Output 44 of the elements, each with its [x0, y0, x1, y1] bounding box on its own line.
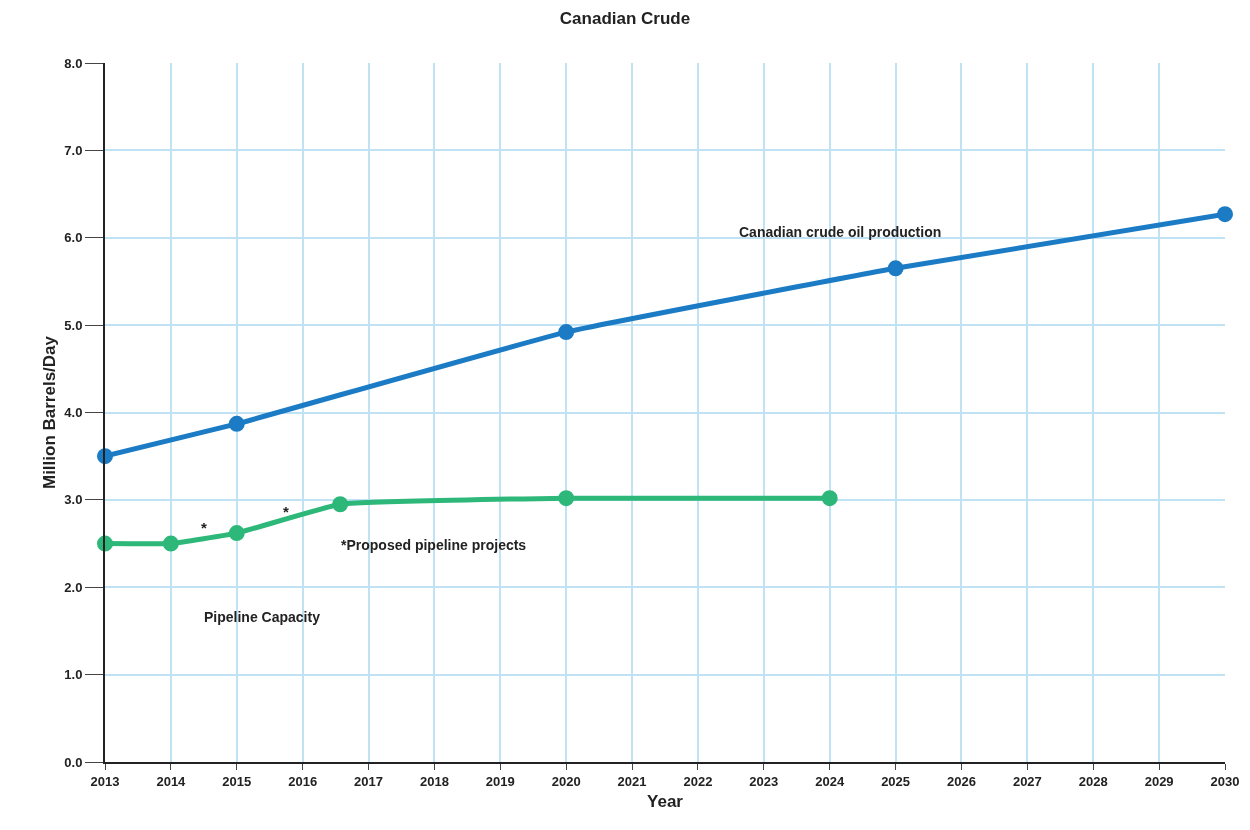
annotation: Canadian crude oil production: [739, 224, 942, 240]
x-tick-label: 2013: [90, 773, 120, 789]
x-tick-label: 2024: [815, 773, 845, 789]
point: [821, 490, 838, 507]
annotation: *: [283, 503, 289, 520]
y-tick-label: 5.0: [64, 317, 83, 333]
point: [887, 260, 904, 277]
y-tick-label: 6.0: [64, 230, 83, 246]
x-tick-label: 2022: [683, 773, 713, 789]
chart-title: Canadian Crude: [559, 9, 691, 29]
y-tick-label: 3.0: [64, 492, 83, 508]
annotation: *Proposed pipeline projects: [341, 537, 527, 553]
point: [228, 415, 245, 432]
x-tick-label: 2016: [288, 773, 318, 789]
y-tick-label: 1.0: [64, 667, 83, 683]
x-tick-label: 2017: [354, 773, 383, 789]
x-tick-label: 2021: [617, 773, 647, 789]
y-tick-label: 4.0: [64, 405, 83, 421]
y-axis-title: Million Barrels/Day: [40, 335, 60, 490]
y-tick-label: 0.0: [64, 754, 83, 770]
point: [1217, 206, 1233, 223]
x-tick-label: 2029: [1144, 773, 1174, 789]
x-axis-title: Year: [647, 792, 684, 812]
x-tick-label: 2018: [419, 773, 449, 789]
x-tick-label: 2020: [551, 773, 581, 789]
x-tick-label: 2028: [1078, 773, 1108, 789]
x-tick-label: 2014: [156, 773, 187, 789]
point: [558, 324, 575, 341]
annotation: *: [201, 519, 207, 536]
x-tick-label: 2019: [485, 773, 515, 789]
x-tick-label: 2026: [947, 773, 976, 789]
point: [162, 535, 179, 552]
y-tick-label: 2.0: [64, 579, 83, 595]
point: [228, 525, 245, 542]
annotation: Pipeline Capacity: [204, 609, 321, 625]
x-tick-label: 2027: [1012, 773, 1042, 789]
x-tick-label: 2015: [222, 773, 252, 789]
y-tick-label: 7.0: [64, 142, 83, 158]
x-tick-label: 2023: [749, 773, 779, 789]
x-tick-label: 2030: [1210, 773, 1240, 789]
point: [558, 490, 575, 507]
x-tick-label: 2025: [881, 773, 911, 789]
point: [332, 496, 349, 513]
y-tick-label: 8.0: [64, 55, 83, 71]
